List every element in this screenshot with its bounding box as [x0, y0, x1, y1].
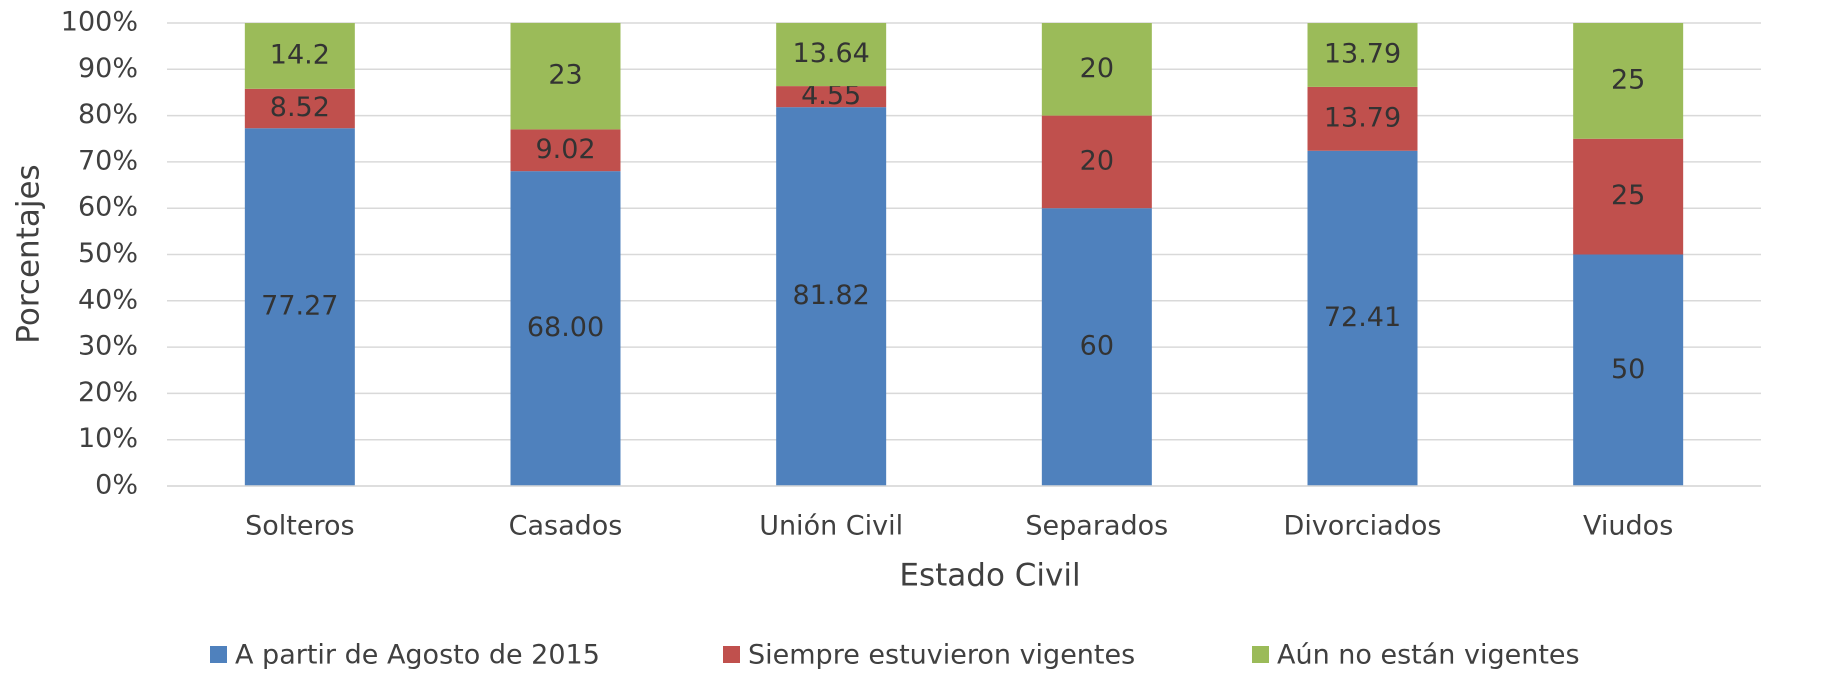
bar-segment — [1573, 254, 1684, 486]
bar-segment — [244, 88, 355, 129]
bar-segment — [1041, 208, 1152, 486]
bar-segment — [1573, 23, 1684, 139]
y-tick-label: 80% — [78, 99, 138, 130]
data-label: 50 — [1611, 354, 1645, 385]
x-axis-title: Estado Civil — [899, 558, 1080, 594]
legend-swatch — [210, 646, 227, 663]
data-label: 77.27 — [261, 291, 338, 322]
y-tick-label: 50% — [78, 238, 138, 269]
data-label: 72.41 — [1324, 302, 1401, 333]
x-tick-label: Separados — [1025, 511, 1168, 542]
data-label: 20 — [1080, 145, 1114, 176]
y-tick-label: 0% — [95, 470, 138, 501]
bar-segment — [776, 22, 887, 87]
bar-segment — [776, 107, 887, 486]
data-label: 23 — [548, 60, 582, 91]
data-label: 13.64 — [793, 38, 870, 69]
data-label: 20 — [1080, 53, 1114, 84]
data-label: 8.52 — [270, 92, 330, 123]
legend-swatch — [1252, 646, 1269, 663]
data-label: 68.00 — [527, 312, 604, 343]
y-tick-label: 100% — [61, 7, 138, 38]
x-tick-label: Unión Civil — [759, 511, 903, 542]
x-tick-label: Viudos — [1583, 511, 1673, 542]
y-axis-title: Porcentajes — [11, 164, 47, 343]
y-tick-label: 10% — [78, 423, 138, 454]
y-tick-label: 70% — [78, 145, 138, 176]
data-label: 25 — [1611, 180, 1645, 211]
bar-segment — [510, 22, 621, 130]
bar-segment — [244, 128, 355, 486]
data-label: 13.79 — [1324, 38, 1401, 69]
bar-segment — [1041, 23, 1152, 116]
bar-segment — [510, 129, 621, 172]
legend-label: Siempre estuvieron vigentes — [748, 640, 1135, 671]
data-label: 81.82 — [793, 280, 870, 311]
bar-segment — [1307, 86, 1418, 151]
y-tick-label: 90% — [78, 53, 138, 84]
x-tick-label: Casados — [509, 511, 623, 542]
y-tick-label: 20% — [78, 377, 138, 408]
legend-label: A partir de Agosto de 2015 — [235, 640, 600, 671]
data-label: 14.2 — [270, 39, 330, 70]
data-label: 9.02 — [535, 134, 595, 165]
bar-segment — [1573, 138, 1684, 255]
data-label: 60 — [1080, 331, 1114, 362]
x-tick-label: Divorciados — [1284, 511, 1442, 542]
bar-segment — [1307, 150, 1418, 486]
bar-segment — [510, 171, 621, 486]
bar-segment — [244, 23, 355, 89]
data-label: 13.79 — [1324, 102, 1401, 133]
y-tick-label: 30% — [78, 331, 138, 362]
y-tick-label: 60% — [78, 192, 138, 223]
legend-label: Aún no están vigentes — [1277, 640, 1580, 671]
bar-segment — [1041, 115, 1152, 209]
data-label: 25 — [1611, 64, 1645, 95]
bar-segment — [776, 86, 887, 108]
bar-segment — [1307, 23, 1418, 87]
y-tick-label: 40% — [78, 284, 138, 315]
legend-swatch — [723, 646, 740, 663]
x-tick-label: Solteros — [245, 511, 354, 542]
